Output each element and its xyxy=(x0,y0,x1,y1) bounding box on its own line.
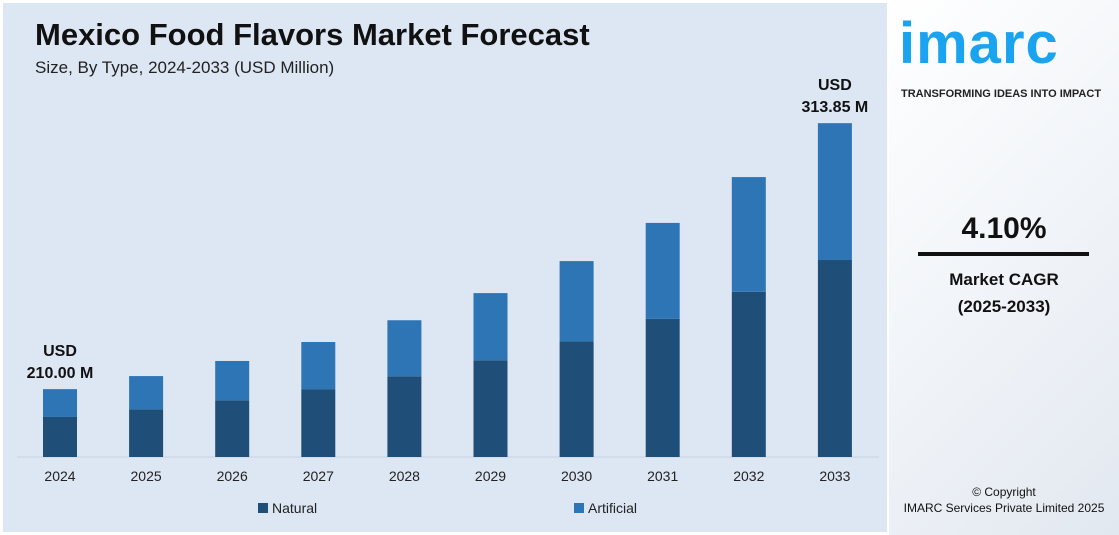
x-tick-label: 2030 xyxy=(561,468,592,484)
bar-artificial-2031 xyxy=(645,222,680,319)
bar-natural-2030 xyxy=(559,341,594,457)
copyright: © Copyright xyxy=(972,485,1036,499)
bar-natural-2028 xyxy=(387,376,422,457)
bar-natural-2031 xyxy=(645,318,680,457)
bar-artificial-2030 xyxy=(559,261,594,342)
legend-label: Artificial xyxy=(588,500,637,516)
legend-swatch-natural xyxy=(258,503,268,513)
legend-label: Natural xyxy=(272,500,317,516)
info-panel: imarc TRANSFORMING IDEAS INTO IMPACT 4.1… xyxy=(889,0,1119,535)
bar-natural-2033 xyxy=(817,260,852,457)
x-tick-label: 2033 xyxy=(819,468,850,484)
x-tick-label: 2028 xyxy=(389,468,420,484)
x-tick-label: 2031 xyxy=(647,468,678,484)
x-tick-label: 2024 xyxy=(44,468,75,484)
x-tick-label: 2032 xyxy=(733,468,764,484)
legend-swatch-artificial xyxy=(574,503,584,513)
chart-title: Mexico Food Flavors Market Forecast xyxy=(35,17,590,52)
bar-artificial-2028 xyxy=(387,320,422,377)
data-label: USD xyxy=(818,77,852,94)
company-name: IMARC Services Private Limited 2025 xyxy=(903,501,1105,515)
cagr-label: Market CAGR xyxy=(949,270,1059,289)
x-tick-label: 2029 xyxy=(475,468,506,484)
x-tick-label: 2027 xyxy=(303,468,334,484)
cagr-period: (2025-2033) xyxy=(957,297,1051,316)
bar-natural-2032 xyxy=(731,291,766,457)
bar-natural-2025 xyxy=(129,409,164,457)
chart-subtitle: Size, By Type, 2024-2033 (USD Million) xyxy=(35,58,335,77)
bar-natural-2024 xyxy=(43,416,77,457)
bar-artificial-2032 xyxy=(731,177,766,292)
stacked-bar-chart: 2024 USD 210.00 M 2025 2026 2027 2028 2029 2030 2… xyxy=(17,77,879,516)
bar-artificial-2027 xyxy=(301,342,336,390)
bar-natural-2027 xyxy=(301,389,336,457)
x-tick-label: 2026 xyxy=(217,468,248,484)
bar-artificial-2026 xyxy=(215,360,250,401)
divider xyxy=(918,252,1089,256)
bar-artificial-2024 xyxy=(43,389,77,417)
data-label: 210.00 M xyxy=(27,365,94,382)
bar-natural-2026 xyxy=(215,400,250,457)
imarc-logo: imarc xyxy=(899,11,1059,76)
x-tick-label: 2025 xyxy=(131,468,162,484)
chart-panel: Mexico Food Flavors Market Forecast Size… xyxy=(3,3,887,532)
bar-artificial-2029 xyxy=(473,293,508,361)
data-label: 313.85 M xyxy=(802,99,869,116)
bar-natural-2029 xyxy=(473,360,508,457)
data-label: USD xyxy=(43,343,77,360)
brand-tagline: TRANSFORMING IDEAS INTO IMPACT xyxy=(901,88,1102,100)
bar-artificial-2033 xyxy=(817,123,852,261)
cagr-value: 4.10% xyxy=(961,212,1047,245)
bar-artificial-2025 xyxy=(129,376,164,410)
